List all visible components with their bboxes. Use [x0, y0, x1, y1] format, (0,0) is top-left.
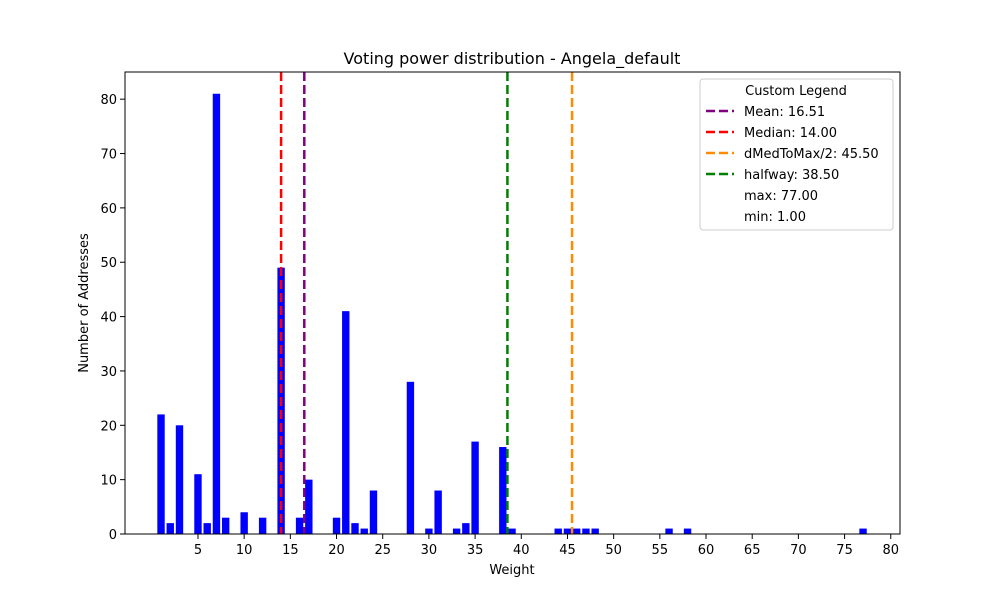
- x-tick-label: 65: [744, 543, 761, 558]
- legend-entry: Mean: 16.51: [744, 105, 825, 120]
- bar: [683, 528, 692, 534]
- bar: [499, 447, 507, 534]
- bar: [305, 479, 313, 534]
- chart-title: Voting power distribution - Angela_defau…: [344, 49, 681, 69]
- legend-entry: halfway: 38.50: [744, 168, 839, 183]
- legend-entry: dMedToMax/2: 45.50: [744, 147, 879, 162]
- bar: [425, 528, 433, 534]
- bar: [221, 517, 230, 534]
- legend-box: [699, 78, 894, 231]
- bar: [452, 528, 461, 534]
- bar: [157, 414, 165, 534]
- bar: [258, 517, 267, 534]
- bar: [859, 528, 867, 534]
- legend: Custom Legend Mean: 16.51 Median: 14.00 dM…: [699, 78, 894, 231]
- bar: [665, 528, 673, 534]
- x-tick-label: 15: [282, 543, 299, 558]
- y-axis: 0 10 20 30 40 50 60 70 80: [100, 93, 125, 543]
- bar: [175, 425, 184, 534]
- x-tick-label: 25: [374, 543, 391, 558]
- y-tick-label: 10: [100, 474, 117, 489]
- bar: [212, 93, 221, 534]
- y-tick-label: 40: [100, 311, 117, 326]
- x-tick-label: 30: [421, 543, 438, 558]
- y-axis-title: Number of Addresses: [77, 233, 92, 373]
- bar: [471, 441, 479, 534]
- bar: [591, 528, 599, 534]
- x-tick-label: 55: [652, 543, 669, 558]
- x-tick-label: 75: [836, 543, 853, 558]
- plot-frame: [124, 71, 901, 535]
- bar: [434, 490, 442, 534]
- x-tick-label: 40: [513, 543, 530, 558]
- x-tick-label: 70: [790, 543, 807, 558]
- bar: [295, 517, 304, 534]
- bar: [508, 528, 516, 534]
- legend-entry: min: 1.00: [744, 210, 806, 225]
- y-tick-label: 50: [100, 256, 117, 271]
- legend-entry: Median: 14.00: [744, 126, 837, 141]
- y-tick-label: 30: [100, 365, 117, 380]
- x-tick-label: 60: [698, 543, 715, 558]
- y-tick-label: 80: [100, 93, 117, 108]
- x-tick-label: 5: [194, 543, 202, 558]
- x-axis-title: Weight: [489, 563, 534, 578]
- y-tick-label: 70: [100, 148, 117, 163]
- bar: [582, 528, 590, 534]
- bar: [369, 490, 378, 534]
- bar: [563, 528, 572, 534]
- bar: [351, 523, 359, 534]
- y-tick-label: 20: [100, 419, 117, 434]
- bar: [360, 528, 368, 534]
- bar: [166, 523, 174, 534]
- x-tick-label: 20: [328, 543, 345, 558]
- bar: [342, 311, 350, 534]
- y-tick-label: 60: [100, 202, 117, 217]
- bar: [240, 512, 248, 534]
- bar: [462, 523, 470, 534]
- x-tick-label: 50: [605, 543, 622, 558]
- y-tick-label: 0: [109, 528, 117, 543]
- legend-entry: max: 77.00: [744, 189, 818, 204]
- bar: [406, 381, 415, 534]
- x-axis: 5 10 15 20 25 30 35 40 45 50 55 60 65 70 75 80: [194, 534, 899, 558]
- bar: [332, 517, 341, 534]
- x-tick-label: 10: [236, 543, 253, 558]
- bar: [203, 523, 211, 534]
- bar: [573, 528, 581, 534]
- x-tick-label: 35: [467, 543, 484, 558]
- legend-title: Custom Legend: [745, 84, 847, 99]
- plot-area: [157, 72, 867, 534]
- x-tick-label: 45: [559, 543, 576, 558]
- bar: [554, 528, 562, 534]
- bar: [194, 474, 202, 534]
- x-tick-label: 80: [882, 543, 899, 558]
